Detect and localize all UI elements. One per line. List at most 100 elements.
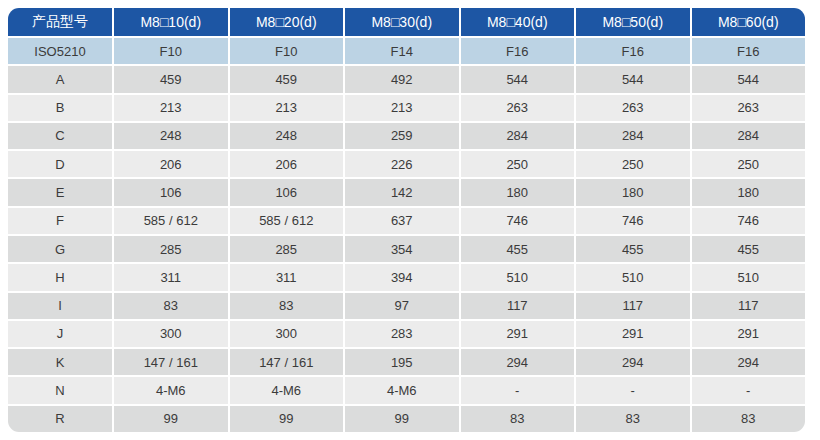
value-cell: 510 — [692, 264, 806, 290]
value-cell: 300 — [230, 321, 344, 347]
value-cell: 206 — [114, 151, 228, 177]
value-cell: 291 — [576, 321, 690, 347]
row-label: N — [8, 377, 112, 403]
value-cell: 117 — [692, 293, 806, 319]
value-cell: 83 — [114, 293, 228, 319]
value-cell: 117 — [576, 293, 690, 319]
value-cell: 294 — [576, 349, 690, 375]
value-cell: 544 — [576, 66, 690, 92]
value-cell: 180 — [461, 179, 575, 205]
row-label: D — [8, 151, 112, 177]
header-cell: M8□30(d) — [345, 8, 459, 36]
value-cell: 585 / 612 — [114, 208, 228, 234]
value-cell: 147 / 161 — [230, 349, 344, 375]
row-label: A — [8, 66, 112, 92]
value-cell: 248 — [230, 123, 344, 149]
row-label: K — [8, 349, 112, 375]
row-label: R — [8, 406, 112, 432]
row-label: G — [8, 236, 112, 262]
value-cell: F16 — [461, 38, 575, 64]
value-cell: 99 — [345, 406, 459, 432]
value-cell: 311 — [114, 264, 228, 290]
value-cell: 99 — [114, 406, 228, 432]
value-cell: 83 — [461, 406, 575, 432]
value-cell: 180 — [576, 179, 690, 205]
value-cell: 285 — [114, 236, 228, 262]
value-cell: 746 — [461, 208, 575, 234]
value-cell: 455 — [692, 236, 806, 262]
value-cell: 83 — [692, 406, 806, 432]
value-cell: 283 — [345, 321, 459, 347]
value-cell: F16 — [576, 38, 690, 64]
value-cell: 83 — [576, 406, 690, 432]
value-cell: 544 — [461, 66, 575, 92]
value-cell: 106 — [114, 179, 228, 205]
value-cell: 99 — [230, 406, 344, 432]
value-cell: 4-M6 — [114, 377, 228, 403]
value-cell: 455 — [576, 236, 690, 262]
value-cell: 250 — [461, 151, 575, 177]
row-label: E — [8, 179, 112, 205]
value-cell: 284 — [692, 123, 806, 149]
value-cell: 294 — [461, 349, 575, 375]
header-cell-model: 产品型号 — [8, 8, 112, 36]
row-label: F — [8, 208, 112, 234]
value-cell: 259 — [345, 123, 459, 149]
value-cell: 459 — [230, 66, 344, 92]
value-cell: 284 — [461, 123, 575, 149]
value-cell: 746 — [692, 208, 806, 234]
value-cell: - — [576, 377, 690, 403]
value-cell: 294 — [692, 349, 806, 375]
value-cell: 250 — [692, 151, 806, 177]
value-cell: 248 — [114, 123, 228, 149]
spec-table: 产品型号M8□10(d)M8□20(d)M8□30(d)M8□40(d)M8□5… — [8, 8, 805, 432]
value-cell: F10 — [114, 38, 228, 64]
value-cell: 300 — [114, 321, 228, 347]
value-cell: F10 — [230, 38, 344, 64]
value-cell: 213 — [114, 95, 228, 121]
value-cell: 4-M6 — [345, 377, 459, 403]
page: 产品型号M8□10(d)M8□20(d)M8□30(d)M8□40(d)M8□5… — [0, 0, 820, 440]
value-cell: 291 — [692, 321, 806, 347]
value-cell: 455 — [461, 236, 575, 262]
header-cell: M8□20(d) — [230, 8, 344, 36]
row-label: C — [8, 123, 112, 149]
value-cell: 147 / 161 — [114, 349, 228, 375]
value-cell: 459 — [114, 66, 228, 92]
value-cell: 263 — [576, 95, 690, 121]
value-cell: 637 — [345, 208, 459, 234]
value-cell: 284 — [576, 123, 690, 149]
value-cell: 394 — [345, 264, 459, 290]
value-cell: 492 — [345, 66, 459, 92]
value-cell: 142 — [345, 179, 459, 205]
value-cell: 354 — [345, 236, 459, 262]
value-cell: 291 — [461, 321, 575, 347]
value-cell: 226 — [345, 151, 459, 177]
value-cell: 206 — [230, 151, 344, 177]
value-cell: 213 — [345, 95, 459, 121]
value-cell: 285 — [230, 236, 344, 262]
value-cell: 117 — [461, 293, 575, 319]
value-cell: 97 — [345, 293, 459, 319]
value-cell: 544 — [692, 66, 806, 92]
value-cell: 263 — [461, 95, 575, 121]
value-cell: 106 — [230, 179, 344, 205]
value-cell: 83 — [230, 293, 344, 319]
row-label: B — [8, 95, 112, 121]
header-cell: M8□60(d) — [692, 8, 806, 36]
value-cell: 263 — [692, 95, 806, 121]
value-cell: F14 — [345, 38, 459, 64]
row-label: H — [8, 264, 112, 290]
value-cell: 746 — [576, 208, 690, 234]
value-cell: 213 — [230, 95, 344, 121]
value-cell: 311 — [230, 264, 344, 290]
row-label: ISO5210 — [8, 38, 112, 64]
value-cell: - — [461, 377, 575, 403]
header-cell: M8□40(d) — [461, 8, 575, 36]
value-cell: 585 / 612 — [230, 208, 344, 234]
header-cell: M8□10(d) — [114, 8, 228, 36]
value-cell: - — [692, 377, 806, 403]
value-cell: 510 — [461, 264, 575, 290]
row-label: I — [8, 293, 112, 319]
header-cell: M8□50(d) — [576, 8, 690, 36]
